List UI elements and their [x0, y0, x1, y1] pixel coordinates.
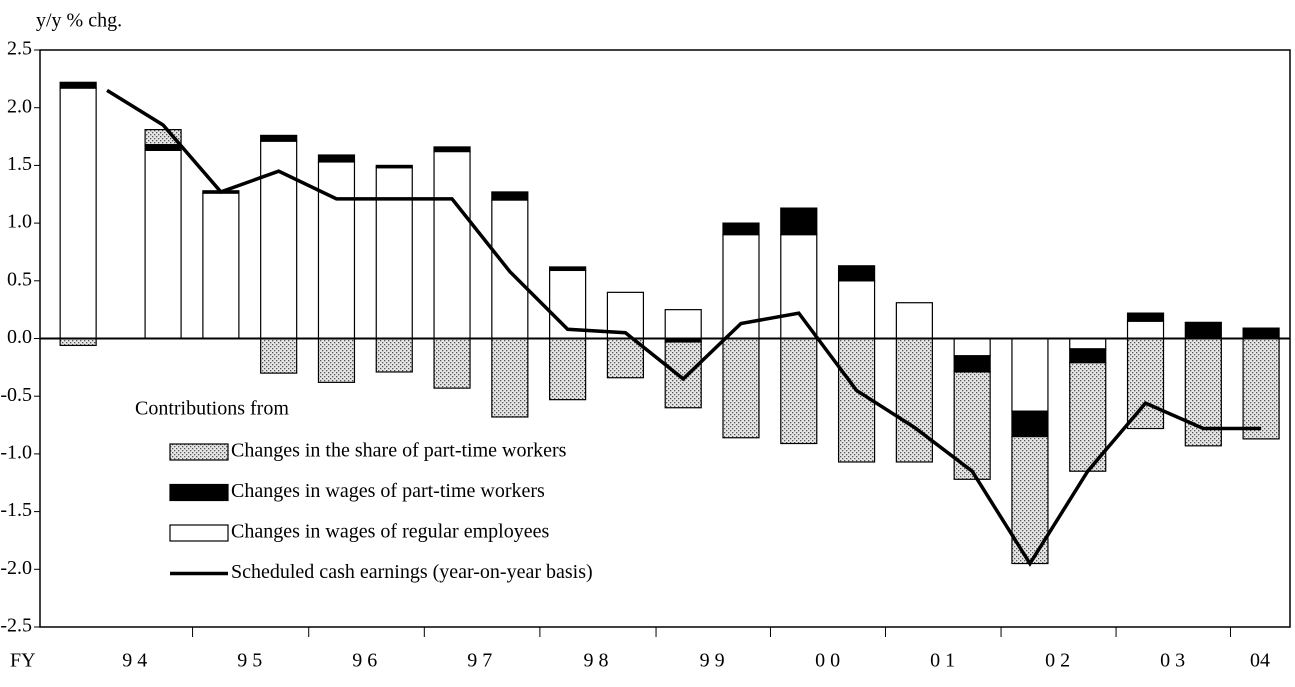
bar-segment	[317, 337, 356, 383]
legend-label: Changes in the share of part-time worker…	[231, 440, 567, 462]
y-tick-label: -0.5	[0, 384, 32, 406]
bar-segment	[1011, 410, 1049, 438]
bar-segment	[895, 302, 933, 340]
x-tick-label: 0 0	[815, 650, 840, 672]
bar-segment	[433, 146, 471, 153]
x-tick-label: 04	[1250, 650, 1270, 672]
bar-segment	[664, 309, 702, 340]
bar-segment	[375, 167, 413, 340]
legend-swatch	[169, 524, 229, 542]
y-tick-label: 0.5	[7, 268, 32, 290]
line-series	[106, 88, 1262, 567]
bar-segment	[549, 337, 587, 401]
bar-segment	[722, 337, 760, 439]
x-tick-label: 9 8	[583, 650, 608, 672]
bar-segment	[491, 337, 529, 418]
bar-segment	[1184, 321, 1222, 340]
legend-label: Changes in wages of part-time workers	[231, 480, 545, 502]
bar-segment	[953, 337, 991, 357]
x-tick-label: 9 4	[122, 650, 147, 672]
y-tick-label: 2.0	[7, 95, 32, 117]
x-tick-label: 9 5	[237, 650, 262, 672]
bar-segment	[1126, 337, 1165, 430]
bar-segment	[837, 280, 876, 340]
bar-segment	[549, 266, 587, 272]
x-tick-label: 9 9	[700, 650, 725, 672]
bar-segment	[433, 337, 471, 389]
legend-swatch	[169, 483, 229, 502]
bar-segment	[375, 164, 413, 169]
bar-segment	[491, 191, 529, 201]
bar-segment	[59, 87, 97, 340]
bar-segment	[780, 337, 818, 445]
legend-title: Contributions from	[135, 398, 289, 420]
x-tick-label: 0 3	[1160, 650, 1185, 672]
x-tick-label: 9 7	[467, 650, 492, 672]
bar-segment	[1069, 348, 1107, 364]
bar-segment	[1069, 337, 1107, 350]
bar-segment	[1126, 320, 1165, 340]
bar-segment	[260, 337, 298, 374]
bar-segment	[1242, 327, 1280, 340]
legend-label: Changes in wages of regular employees	[231, 521, 549, 543]
y-tick-label: -2.5	[0, 615, 32, 637]
y-tick-label: -1.5	[0, 499, 32, 521]
y-tick-label: 0.0	[7, 326, 32, 348]
bar-segment	[144, 149, 182, 340]
x-axis-label: FY	[10, 650, 36, 672]
x-tick-label: 0 1	[930, 650, 955, 672]
y-tick-label: -1.0	[0, 441, 32, 463]
bar-segment	[1069, 362, 1107, 472]
legend-swatch	[169, 443, 229, 461]
bar-segment	[202, 192, 240, 340]
y-tick-label: 1.5	[7, 153, 32, 175]
bar-segment	[59, 337, 97, 347]
bar-segment	[144, 144, 182, 151]
bar-segment	[1011, 337, 1049, 412]
bar-segment	[664, 341, 702, 409]
bar-segment	[59, 81, 97, 89]
bar-segment	[1126, 312, 1165, 322]
bar-segment	[260, 134, 298, 142]
y-tick-label: -2.0	[0, 557, 32, 579]
bar-segment	[606, 337, 645, 379]
bar-segment	[433, 150, 471, 340]
bar-segment	[780, 234, 818, 340]
bar-segment	[895, 337, 933, 463]
bar-segment	[375, 337, 413, 373]
bar-segment	[953, 355, 991, 373]
legend-label: Scheduled cash earnings (year-on-year ba…	[231, 561, 593, 583]
bar-segment	[722, 222, 760, 236]
bar-segment	[317, 161, 356, 340]
bar-segment	[317, 154, 356, 163]
bar-segment	[780, 207, 818, 236]
x-tick-label: 0 2	[1045, 650, 1070, 672]
y-axis-label: y/y % chg.	[36, 10, 122, 32]
bar-segment	[1242, 337, 1280, 440]
y-tick-label: 2.5	[7, 38, 32, 60]
bar-segment	[837, 265, 876, 282]
x-tick-label: 9 6	[352, 650, 377, 672]
y-tick-label: 1.0	[7, 211, 32, 233]
